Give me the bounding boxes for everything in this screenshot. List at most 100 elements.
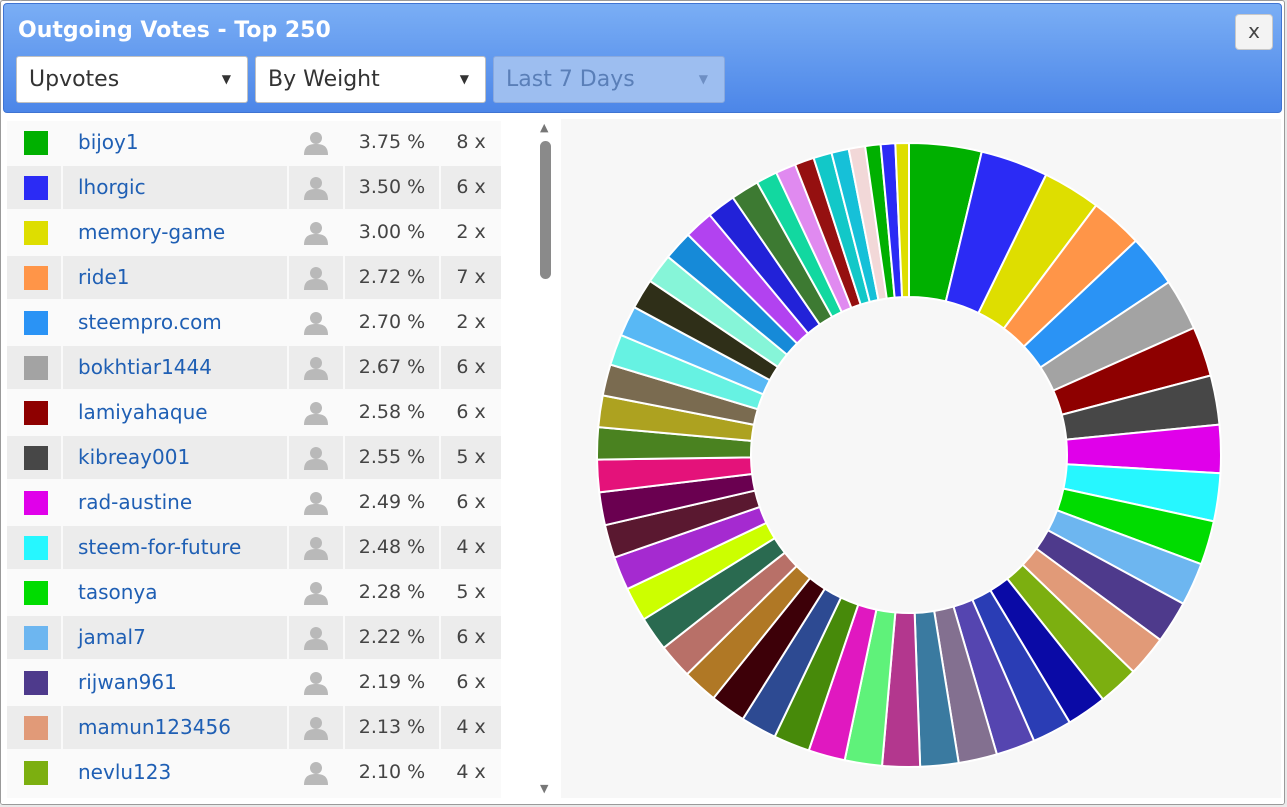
vote-percent: 2.67 % xyxy=(345,346,439,389)
voter-name-link[interactable]: tasonya xyxy=(63,571,287,614)
color-swatch xyxy=(24,581,48,605)
voter-row[interactable]: tasonya 2.28 % 5 x xyxy=(7,571,501,614)
voter-name-link[interactable]: rad-austine xyxy=(63,481,287,524)
voter-row[interactable]: lhorgic 3.50 % 6 x xyxy=(7,166,501,209)
swatch-cell xyxy=(7,526,61,569)
voter-row[interactable]: steempro.com 2.70 % 2 x xyxy=(7,301,501,344)
user-icon[interactable] xyxy=(303,356,329,380)
voter-name-link[interactable]: bokhtiar1444 xyxy=(63,346,287,389)
user-icon-cell[interactable] xyxy=(289,301,343,344)
vote-count: 2 x xyxy=(441,211,501,254)
vote-count: 6 x xyxy=(441,166,501,209)
vote-count: 5 x xyxy=(441,436,501,479)
swatch-cell xyxy=(7,256,61,299)
donut-slice[interactable] xyxy=(894,141,910,299)
voter-row[interactable]: jamal7 2.22 % 6 x xyxy=(7,616,501,659)
voter-name-link[interactable]: lhorgic xyxy=(63,166,287,209)
user-icon[interactable] xyxy=(303,536,329,560)
user-icon-cell[interactable] xyxy=(289,256,343,299)
voter-row[interactable]: rad-austine 2.49 % 6 x xyxy=(7,481,501,524)
user-icon-cell[interactable] xyxy=(289,706,343,749)
close-button[interactable]: x xyxy=(1235,14,1273,50)
swatch-cell xyxy=(7,706,61,749)
user-icon[interactable] xyxy=(303,671,329,695)
user-icon-cell[interactable] xyxy=(289,346,343,389)
voter-name-link[interactable]: rijwan961 xyxy=(63,661,287,704)
voter-row[interactable]: steem-for-future 2.48 % 4 x xyxy=(7,526,501,569)
user-icon[interactable] xyxy=(303,266,329,290)
dialog-titlebar[interactable]: Outgoing Votes - Top 250 x Upvotes ▼ By … xyxy=(3,3,1282,113)
voter-name-link[interactable]: bijoy1 xyxy=(63,121,287,164)
voter-name-link[interactable]: mamun123456 xyxy=(63,706,287,749)
list-scrollbar[interactable]: ▲ ▼ xyxy=(535,119,557,799)
user-icon[interactable] xyxy=(303,626,329,650)
swatch-cell xyxy=(7,661,61,704)
user-icon[interactable] xyxy=(303,221,329,245)
donut-svg xyxy=(596,141,1222,768)
user-icon[interactable] xyxy=(303,131,329,155)
user-icon-cell[interactable] xyxy=(289,751,343,794)
vote-count: 5 x xyxy=(441,571,501,614)
vote-type-select[interactable]: Upvotes ▼ xyxy=(16,56,248,103)
user-icon-cell[interactable] xyxy=(289,661,343,704)
vote-count: 6 x xyxy=(441,661,501,704)
vote-percent: 2.19 % xyxy=(345,661,439,704)
swatch-cell xyxy=(7,481,61,524)
swatch-cell xyxy=(7,616,61,659)
chevron-down-icon: ▼ xyxy=(221,72,231,86)
user-icon-cell[interactable] xyxy=(289,571,343,614)
user-icon-cell[interactable] xyxy=(289,481,343,524)
vote-percent: 2.48 % xyxy=(345,526,439,569)
chevron-down-icon: ▼ xyxy=(698,72,708,86)
user-icon[interactable] xyxy=(303,311,329,335)
dialog-title: Outgoing Votes - Top 250 xyxy=(18,18,331,43)
voter-name-link[interactable]: lamiyahaque xyxy=(63,391,287,434)
vote-count: 6 x xyxy=(441,616,501,659)
user-icon-cell[interactable] xyxy=(289,436,343,479)
voter-row[interactable]: bijoy1 3.75 % 8 x xyxy=(7,121,501,164)
voter-list: bijoy1 3.75 % 8 x lhorgic 3.50 % 6 x memory-ga… xyxy=(7,121,501,804)
swatch-cell xyxy=(7,436,61,479)
voter-row[interactable]: kibreay001 2.55 % 5 x xyxy=(7,436,501,479)
period-select: Last 7 Days ▼ xyxy=(493,56,725,103)
vote-percent: 2.22 % xyxy=(345,616,439,659)
user-icon-cell[interactable] xyxy=(289,391,343,434)
swatch-cell xyxy=(7,571,61,614)
color-swatch xyxy=(24,671,48,695)
voter-row[interactable]: bokhtiar1444 2.67 % 6 x xyxy=(7,346,501,389)
user-icon[interactable] xyxy=(303,581,329,605)
scroll-up-icon[interactable]: ▲ xyxy=(540,121,549,134)
vote-count: 6 x xyxy=(441,481,501,524)
scrollbar-thumb[interactable] xyxy=(540,141,551,279)
voter-row[interactable]: nevlu123 2.10 % 4 x xyxy=(7,751,501,794)
user-icon[interactable] xyxy=(303,446,329,470)
user-icon[interactable] xyxy=(303,491,329,515)
voter-row[interactable]: lamiyahaque 2.58 % 6 x xyxy=(7,391,501,434)
scroll-down-icon[interactable]: ▼ xyxy=(540,782,549,795)
voter-name-link[interactable]: ride1 xyxy=(63,256,287,299)
user-icon[interactable] xyxy=(303,401,329,425)
voter-row[interactable]: ride1 2.72 % 7 x xyxy=(7,256,501,299)
user-icon-cell[interactable] xyxy=(289,526,343,569)
voter-name-link[interactable]: steempro.com xyxy=(63,301,287,344)
vote-count: 4 x xyxy=(441,526,501,569)
voter-name-link[interactable]: memory-game xyxy=(63,211,287,254)
voter-name-link[interactable]: kibreay001 xyxy=(63,436,287,479)
voter-name-link[interactable]: nevlu123 xyxy=(63,751,287,794)
voter-row[interactable]: rijwan961 2.19 % 6 x xyxy=(7,661,501,704)
user-icon[interactable] xyxy=(303,716,329,740)
user-icon-cell[interactable] xyxy=(289,616,343,659)
vote-percent: 2.13 % xyxy=(345,706,439,749)
voter-row[interactable]: memory-game 3.00 % 2 x xyxy=(7,211,501,254)
voter-name-link[interactable]: jamal7 xyxy=(63,616,287,659)
voter-row[interactable]: mamun123456 2.13 % 4 x xyxy=(7,706,501,749)
user-icon-cell[interactable] xyxy=(289,121,343,164)
sort-by-select[interactable]: By Weight ▼ xyxy=(255,56,486,103)
voter-name-link[interactable]: steem-for-future xyxy=(63,526,287,569)
user-icon[interactable] xyxy=(303,761,329,785)
user-icon-cell[interactable] xyxy=(289,166,343,209)
user-icon-cell[interactable] xyxy=(289,211,343,254)
user-icon[interactable] xyxy=(303,176,329,200)
color-swatch xyxy=(24,131,48,155)
